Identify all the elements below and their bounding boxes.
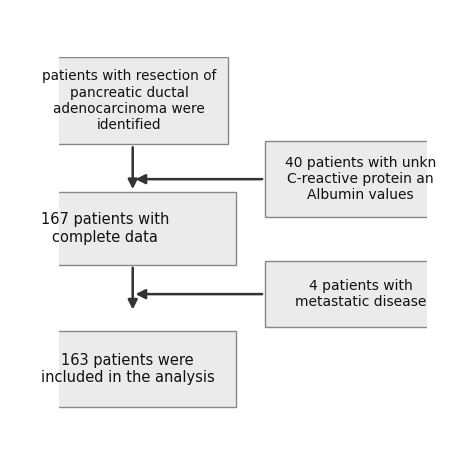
FancyBboxPatch shape: [265, 261, 456, 327]
Text: patients with resection of
pancreatic ductal
adenocarcinoma were
identified: patients with resection of pancreatic du…: [42, 69, 216, 132]
Text: 167 patients with
complete data: 167 patients with complete data: [41, 212, 169, 245]
Text: 163 patients were
included in the analysis: 163 patients were included in the analys…: [41, 353, 215, 385]
Text: 40 patients with unkn
C-reactive protein an
Albumin values: 40 patients with unkn C-reactive protein…: [285, 156, 436, 202]
Text: 4 patients with
metastatic disease: 4 patients with metastatic disease: [295, 279, 426, 309]
FancyBboxPatch shape: [265, 141, 456, 218]
FancyBboxPatch shape: [30, 331, 236, 407]
FancyBboxPatch shape: [30, 57, 228, 145]
FancyBboxPatch shape: [30, 192, 236, 265]
